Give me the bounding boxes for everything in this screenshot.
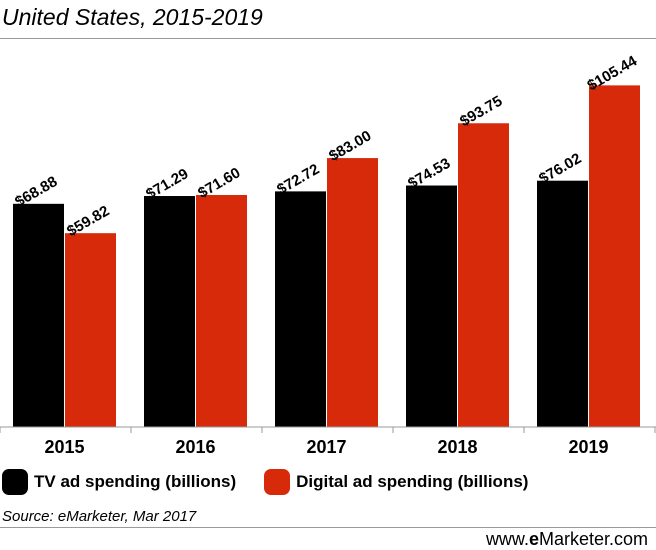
source-note: Source: eMarketer, Mar 2017: [2, 508, 197, 525]
bar-digital-2018: [458, 123, 509, 427]
x-tick-label-2016: 2016: [175, 437, 215, 457]
legend-item-tv: TV ad spending (billions): [2, 469, 236, 495]
bar-tv-2016: [144, 196, 195, 427]
bar-tv-2017: [275, 191, 326, 427]
x-tick-label-2019: 2019: [568, 437, 608, 457]
x-tick-label-2017: 2017: [306, 437, 346, 457]
legend-item-digital: Digital ad spending (billions): [264, 469, 528, 495]
brand-url: www.eMarketer.com: [485, 529, 648, 549]
bar-tv-2019: [537, 180, 588, 427]
legend: TV ad spending (billions) Digital ad spe…: [2, 468, 556, 496]
legend-swatch-digital: [264, 469, 291, 495]
bar-digital-2017: [327, 158, 378, 427]
bar-digital-2016: [196, 195, 247, 427]
bar-digital-2019: [589, 85, 640, 428]
legend-label-tv: TV ad spending (billions): [34, 472, 237, 491]
x-tick-label-2015: 2015: [44, 437, 84, 457]
bar-tv-2018: [406, 185, 457, 427]
legend-label-digital: Digital ad spending (billions): [296, 472, 529, 491]
top-divider: [0, 38, 656, 39]
x-tick-label-2018: 2018: [437, 437, 477, 457]
bar-tv-2015: [13, 203, 64, 427]
legend-swatch-tv: [2, 469, 28, 495]
bar-digital-2015: [65, 233, 116, 427]
bottom-divider: [0, 527, 656, 528]
chart-subtitle: United States, 2015-2019: [2, 4, 263, 30]
